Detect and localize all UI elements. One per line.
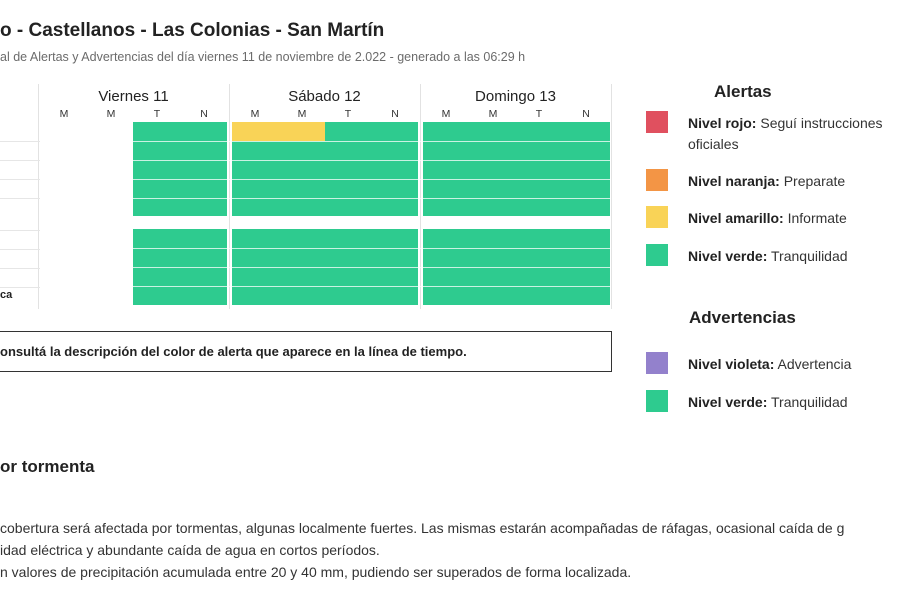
day-header-domingo: Domingo 13 <box>475 88 556 105</box>
period-label: N <box>582 108 590 120</box>
cell-divider <box>133 248 611 249</box>
period-label: N <box>200 108 208 120</box>
day-separator <box>420 84 421 309</box>
period-label: M <box>106 108 116 120</box>
section-title: or tormenta <box>0 457 95 476</box>
orange-swatch <box>646 169 668 191</box>
period-label: M <box>297 108 307 120</box>
alert-timeline: Viernes 11 Sábado 12 Domingo 13 M M T N … <box>0 84 612 309</box>
paragraph-line: cobertura será afectada por tormentas, a… <box>0 520 845 536</box>
alert-cell-green[interactable] <box>325 122 418 141</box>
cell-divider <box>133 267 611 268</box>
day-separator <box>38 84 39 309</box>
period-label: T <box>535 108 543 120</box>
period-label: T <box>344 108 352 120</box>
legend-text: Nivel amarillo: Informate <box>688 210 847 226</box>
legend-text: Nivel rojo: Seguí instrucciones oficiale… <box>688 115 883 152</box>
alerts-legend-title: Alertas <box>714 82 772 101</box>
period-label: N <box>391 108 399 120</box>
row-divider <box>0 198 40 199</box>
row-divider <box>0 268 40 269</box>
row-divider <box>0 230 40 231</box>
day-header-viernes: Viernes 11 <box>98 88 169 105</box>
cell-divider <box>133 179 611 180</box>
day-separator <box>229 84 230 309</box>
legend-text: Nivel verde: Tranquilidad <box>688 394 848 410</box>
yellow-swatch <box>646 206 668 228</box>
legend-text: Nivel naranja: Preparate <box>688 173 846 189</box>
green-swatch <box>646 390 668 412</box>
legend-text: Nivel verde: Tranquilidad <box>688 248 848 264</box>
row-label: ca <box>0 289 13 301</box>
red-swatch <box>646 111 668 133</box>
cell-divider <box>133 160 611 161</box>
alert-cell-green[interactable] <box>232 141 418 216</box>
row-divider <box>0 249 40 250</box>
legend-text: Nivel violeta: Advertencia <box>688 356 852 372</box>
alert-cell-green[interactable] <box>133 122 227 216</box>
row-divider <box>0 141 40 142</box>
alert-cell-yellow[interactable] <box>232 122 325 141</box>
violet-swatch <box>646 352 668 374</box>
period-label: M <box>488 108 498 120</box>
period-label: T <box>153 108 161 120</box>
note-box <box>0 331 612 372</box>
green-swatch <box>646 244 668 266</box>
cell-divider <box>133 141 611 142</box>
row-divider <box>0 160 40 161</box>
paragraph-line: idad eléctrica y abundante caída de agua… <box>0 542 380 558</box>
cell-divider <box>133 198 611 199</box>
alert-cell-green[interactable] <box>423 122 610 216</box>
page-subtitle: al de Alertas y Advertencias del día vie… <box>0 50 526 64</box>
row-divider <box>0 179 40 180</box>
day-header-sabado: Sábado 12 <box>288 88 361 105</box>
period-label: M <box>250 108 260 120</box>
row-divider <box>0 287 40 288</box>
page-title: o - Castellanos - Las Colonias - San Mar… <box>0 20 385 41</box>
warnings-legend-title: Advertencias <box>689 308 796 327</box>
note-text: onsultá la descripción del color de aler… <box>0 344 467 359</box>
period-label: M <box>441 108 451 120</box>
period-label: M <box>59 108 69 120</box>
paragraph-line: n valores de precipitación acumulada ent… <box>0 564 632 580</box>
cell-divider <box>133 286 611 287</box>
day-separator <box>611 84 612 309</box>
